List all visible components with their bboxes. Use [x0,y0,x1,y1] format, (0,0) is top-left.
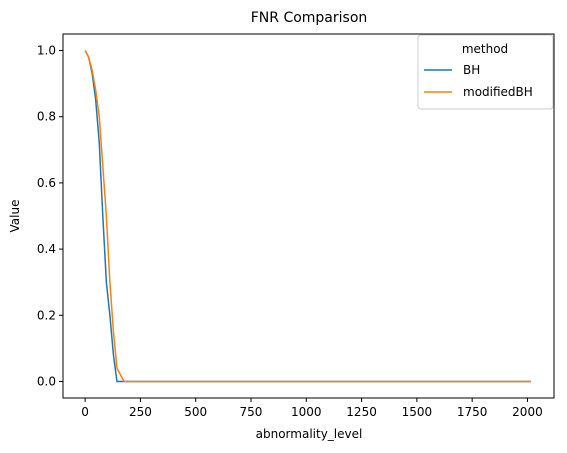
y-tick-label: 0.2 [37,308,56,322]
y-tick-label: 0.6 [37,176,56,190]
x-axis-label: abnormality_level [256,427,363,441]
plot-frame [62,33,555,399]
legend: method BH modifiedBH [417,34,554,110]
y-axis-ticks: 0.0 0.2 0.4 0.6 0.8 1.0 [37,44,63,388]
series-lines [84,50,531,383]
legend-title: method [462,42,508,56]
x-tick-label: 1250 [346,405,377,419]
x-tick-label: 1000 [291,405,322,419]
x-tick-label: 0 [81,405,89,419]
y-tick-label: 0.8 [37,110,56,124]
y-axis-label: Value [8,200,22,233]
x-tick-label: 250 [129,405,152,419]
chart-title: FNR Comparison [251,10,368,26]
plot-area: 0 250 500 750 1000 1250 1500 1750 2000 0.0 0.2 0.4… [37,33,555,419]
y-tick-label: 1.0 [37,44,56,58]
legend-label-modifiedbh: modifiedBH [463,85,533,99]
y-tick-label: 0.0 [37,374,56,388]
x-tick-label: 1750 [457,405,488,419]
legend-label-bh: BH [463,63,480,77]
x-tick-label: 2000 [512,405,543,419]
x-tick-label: 750 [240,405,263,419]
x-axis-ticks: 0 250 500 750 1000 1250 1500 1750 2000 [81,398,543,419]
y-tick-label: 0.4 [37,242,56,256]
series-line-modifiedbh [84,50,531,383]
x-tick-label: 1500 [402,405,433,419]
x-tick-label: 500 [184,405,207,419]
legend-box [417,34,554,110]
